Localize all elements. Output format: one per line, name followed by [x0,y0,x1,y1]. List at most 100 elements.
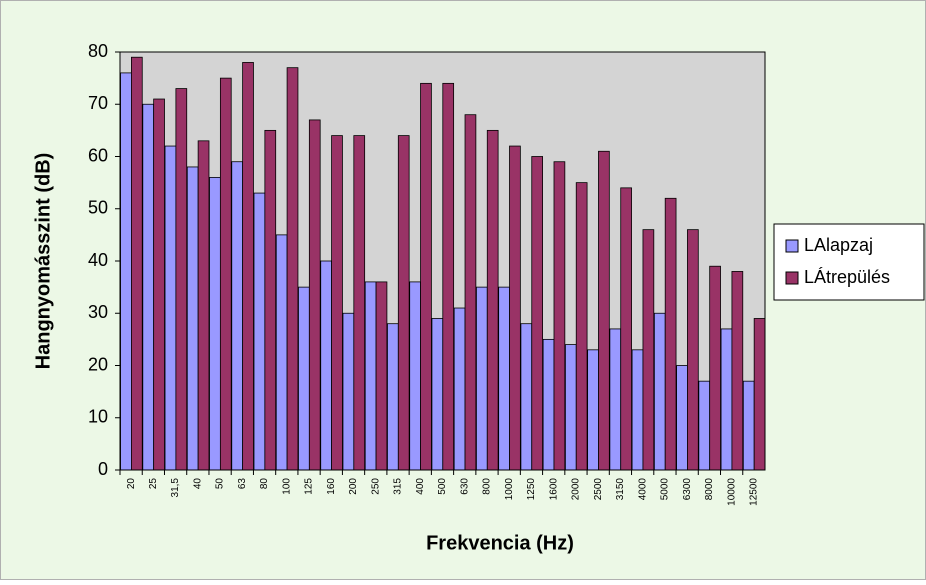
bar [620,187,632,471]
bar [308,119,321,471]
x-tick-label: 250 [370,478,381,495]
y-tick-label: 10 [88,407,108,427]
x-tick-label: 500 [437,478,448,495]
legend-label: LAlapzaj [804,235,873,255]
bar [587,349,599,471]
x-tick-label: 160 [326,478,337,495]
x-tick-label: 50 [215,478,226,490]
bar [253,192,266,471]
x-tick-label: 5000 [660,478,671,501]
bar [197,140,210,471]
bar [153,98,165,471]
x-tick-label: 800 [482,478,493,495]
bar [264,129,277,471]
bar [131,56,143,471]
x-tick-label: 20 [126,478,137,490]
bar [498,286,510,471]
bar [698,380,711,471]
bar [331,135,343,471]
bar [653,312,666,471]
bar [442,82,455,471]
bar [631,349,644,471]
bar [531,156,543,471]
bar [120,72,132,471]
x-tick-label: 80 [259,478,270,490]
x-tick-label: 6300 [682,478,693,501]
bar [275,234,288,471]
x-tick-label: 1600 [548,478,559,501]
x-tick-label: 100 [281,478,292,495]
y-tick-label: 60 [88,145,108,165]
x-tick-label: 125 [304,478,315,495]
y-tick-label: 20 [88,354,108,374]
x-tick-label: 400 [415,478,426,495]
bar [298,286,310,471]
bar [164,145,177,471]
bar [286,67,299,471]
bar [642,229,655,471]
bar [320,260,332,471]
bar [242,62,254,471]
bar [231,161,244,471]
bar [720,328,733,471]
y-tick-label: 70 [88,93,108,113]
x-tick-label: 1250 [526,478,537,501]
bar [342,312,355,471]
bar [364,281,377,471]
bar [553,161,566,471]
y-tick-label: 0 [98,459,108,479]
y-tick-label: 30 [88,302,108,322]
bar [431,318,444,471]
x-tick-label: 315 [393,478,404,495]
bar [409,281,421,471]
bar [664,197,677,471]
bar [464,114,477,471]
bar [209,176,221,471]
legend-swatch [785,239,799,253]
x-tick-label: 8000 [704,478,715,501]
x-tick-label: 1000 [504,478,515,501]
x-axis-label: Frekvencia (Hz) [426,532,574,554]
bar [476,286,488,471]
y-tick-label: 40 [88,250,108,270]
bar [397,135,410,471]
bar [186,166,199,471]
legend-label: LÁtrepülés [804,267,890,287]
x-tick-label: 2500 [593,478,604,501]
x-tick-label: 200 [348,478,359,495]
bar [753,318,766,471]
bar [676,365,688,471]
legend [773,223,925,301]
bar [375,281,388,471]
bar [219,77,232,471]
bar [564,344,577,471]
y-tick-label: 50 [88,198,108,218]
bar [709,265,721,471]
bar [520,323,533,471]
legend-swatch [785,271,799,285]
bar [742,380,755,471]
bar [731,271,744,471]
bar [486,129,499,471]
bar [175,88,188,471]
y-tick-label: 80 [88,41,108,61]
bar [542,338,555,471]
bar [598,150,610,471]
bar [420,82,432,471]
bar [387,323,399,471]
x-tick-label: 12500 [749,478,760,506]
bar [575,182,588,471]
bar [609,328,622,471]
x-tick-label: 10000 [726,478,737,506]
x-tick-label: 25 [148,478,159,490]
bar [687,229,699,471]
x-tick-label: 3150 [615,478,626,501]
x-tick-label: 31,5 [170,478,181,498]
x-tick-label: 4000 [637,478,648,501]
bar [142,103,155,471]
x-tick-label: 40 [192,478,203,490]
y-axis-label: Hangnyomásszint (dB) [32,153,54,370]
bar [509,145,521,471]
marks [120,56,766,471]
